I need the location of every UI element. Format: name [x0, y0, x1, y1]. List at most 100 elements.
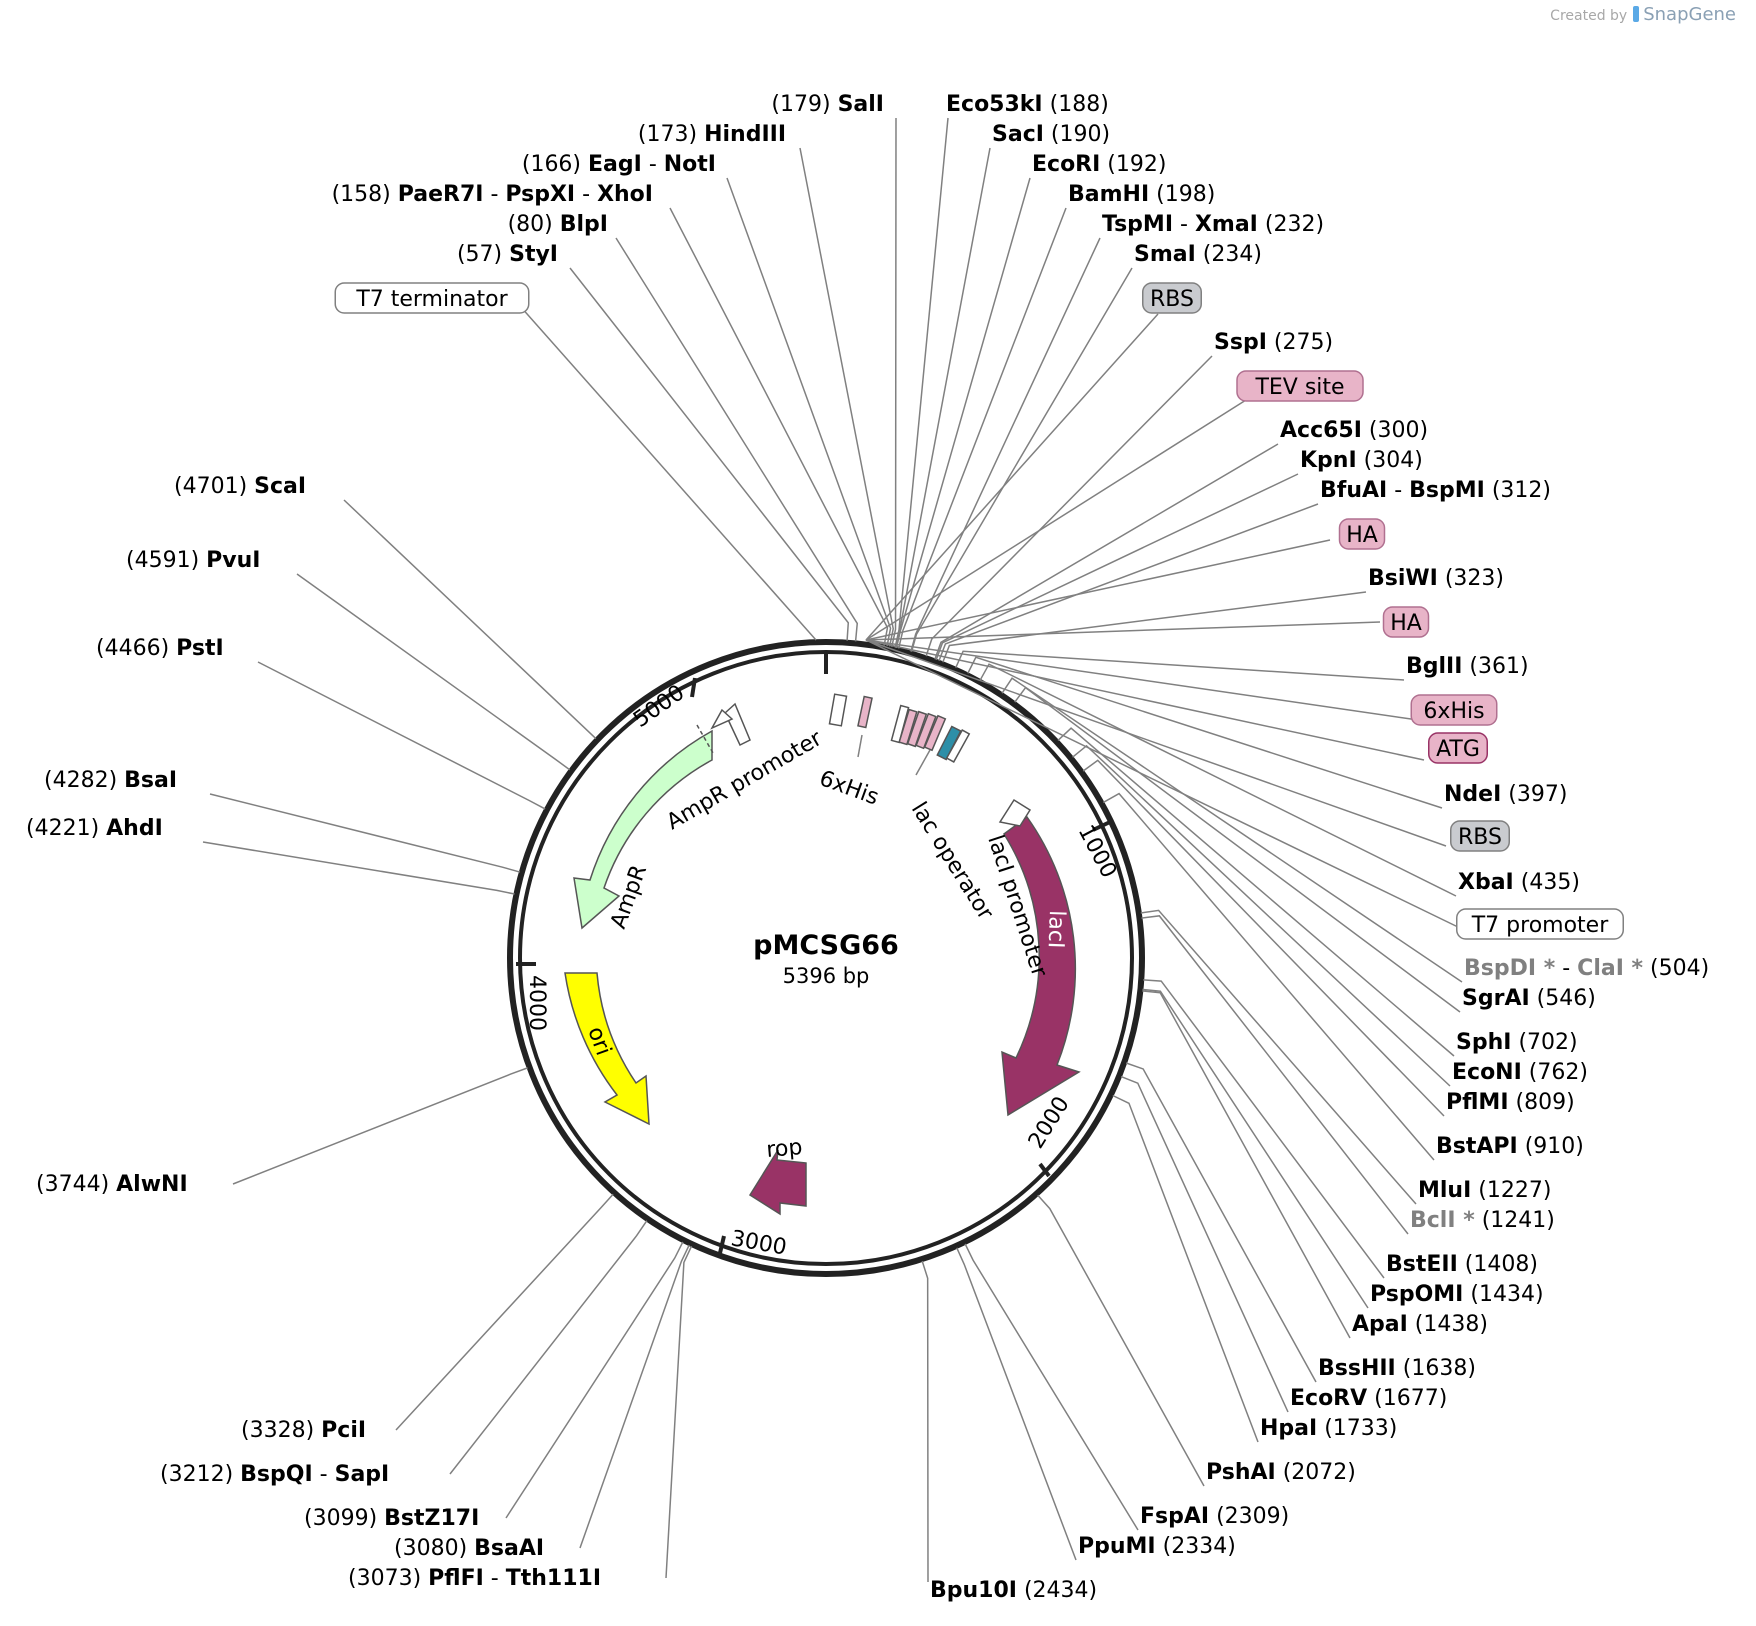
snapgene-credit: Created by SnapGene	[1550, 4, 1736, 25]
leader-line	[1142, 990, 1351, 1339]
site-label[interactable]: (3744) AlwNI	[36, 1172, 188, 1197]
site-label[interactable]: BspDI * - ClaI * (504)	[1464, 956, 1709, 981]
feature-label[interactable]: 6xHis	[1410, 694, 1498, 726]
feature-laci-arrow[interactable]	[1001, 815, 1081, 1117]
feature-label[interactable]: ATG	[1428, 732, 1488, 764]
leader-line	[967, 656, 1443, 809]
site-label[interactable]: FspAI (2309)	[1140, 1504, 1289, 1529]
site-label[interactable]: BfuAI - BspMI (312)	[1320, 478, 1551, 503]
site-label[interactable]: BsiWI (323)	[1368, 566, 1504, 591]
feature-label[interactable]: T7 promoter	[1456, 908, 1624, 940]
site-label[interactable]: TspMI - XmaI (232)	[1102, 212, 1324, 237]
site-label[interactable]: (3099) BstZ17I	[304, 1506, 479, 1531]
site-label[interactable]: (179) SalI	[771, 92, 884, 117]
feature-label[interactable]: RBS	[1142, 282, 1202, 314]
feature-label[interactable]: HA	[1382, 606, 1430, 638]
leader-line	[1057, 727, 1455, 1057]
leader-line	[1140, 909, 1417, 1205]
feature-label[interactable]: TEV site	[1236, 370, 1364, 402]
leader-line	[891, 117, 897, 648]
site-label[interactable]: (4221) AhdI	[26, 816, 163, 841]
site-label[interactable]: Eco53kI (188)	[946, 92, 1109, 117]
site-label[interactable]: EcoNI (762)	[1452, 1060, 1588, 1085]
site-label[interactable]: (3328) PciI	[241, 1418, 366, 1443]
feature-label-text: T7 terminator	[355, 287, 508, 312]
site-label[interactable]: NdeI (397)	[1444, 782, 1567, 807]
leader-line	[579, 1244, 690, 1549]
tick-label-4000: 4000	[524, 975, 549, 1031]
site-label[interactable]: EcoRI (192)	[1032, 152, 1166, 177]
feature-laci-promoter-arrow[interactable]	[998, 798, 1032, 827]
site-label[interactable]: SspI (275)	[1214, 330, 1333, 355]
feature-ha1-box[interactable]	[906, 710, 928, 748]
site-label[interactable]: PpuMI (2334)	[1078, 1534, 1236, 1559]
feature-ampr-arrow[interactable]	[573, 729, 713, 930]
leader-line	[1102, 792, 1435, 1161]
site-label[interactable]: Bpu10I (2434)	[930, 1578, 1097, 1603]
leader-line	[232, 1067, 528, 1185]
leader-line	[897, 207, 1067, 649]
site-label[interactable]: (3080) BsaAI	[394, 1536, 544, 1561]
site-label[interactable]: (4701) ScaI	[174, 474, 306, 499]
tick-2000	[1038, 1162, 1051, 1178]
feature-label[interactable]: RBS	[1450, 820, 1510, 852]
feature-label[interactable]: T7 terminator	[334, 282, 530, 314]
feature-6xhis-box[interactable]	[857, 695, 873, 729]
site-label[interactable]: BamHI (198)	[1068, 182, 1215, 207]
site-label[interactable]: HpaI (1733)	[1260, 1416, 1397, 1441]
site-label[interactable]: BssHII (1638)	[1318, 1356, 1476, 1381]
site-label[interactable]: (3073) PflFI - Tth111I	[348, 1566, 601, 1591]
feature-ha2-box[interactable]	[915, 712, 937, 750]
feature-tev-box[interactable]	[898, 708, 918, 746]
site-label[interactable]: PflMI (809)	[1446, 1090, 1575, 1115]
feature-t7-promoter-box[interactable]	[945, 729, 971, 763]
site-label[interactable]: BstEII (1408)	[1386, 1252, 1538, 1277]
site-label[interactable]: BstAPI (910)	[1436, 1134, 1584, 1159]
feature-6xhis2-box[interactable]	[923, 714, 947, 752]
site-label[interactable]: SacI (190)	[992, 122, 1110, 147]
site-label[interactable]: SgrAI (546)	[1462, 986, 1596, 1011]
feature-ampr-promoter-arrow[interactable]	[724, 702, 751, 747]
leader-line	[895, 177, 1031, 649]
site-label[interactable]: (3212) BspQI - SapI	[160, 1462, 389, 1487]
leader-line	[799, 147, 894, 647]
leader-line	[956, 1247, 1077, 1561]
site-label[interactable]: BclI * (1241)	[1410, 1208, 1555, 1233]
leader-line	[964, 1243, 1139, 1531]
restriction-site-labels: (179) SalI (173) HindIII (166) EagI - NotI…	[26, 92, 1709, 1603]
feature-rop-arrow[interactable]	[748, 1149, 807, 1216]
tick-3000	[718, 1235, 726, 1254]
site-label[interactable]: EcoRV (1677)	[1290, 1386, 1447, 1411]
site-label[interactable]: (166) EagI - NotI	[522, 152, 716, 177]
site-label[interactable]: (80) BlpI	[508, 212, 608, 237]
site-label[interactable]: (4282) BsaI	[44, 768, 177, 793]
site-label[interactable]: Acc65I (300)	[1280, 418, 1428, 443]
site-label[interactable]: SphI (702)	[1456, 1030, 1578, 1055]
credit-brand: SnapGene	[1643, 4, 1736, 25]
site-label[interactable]: ApaI (1438)	[1352, 1312, 1488, 1337]
feature-label-pill	[1450, 820, 1510, 852]
feature-t7-terminator-box[interactable]	[828, 693, 848, 727]
feature-label[interactable]: HA	[1338, 518, 1386, 550]
site-label[interactable]: MluI (1227)	[1418, 1178, 1551, 1203]
site-label[interactable]: PspOMI (1434)	[1370, 1282, 1544, 1307]
site-label[interactable]: BglII (361)	[1406, 654, 1529, 679]
site-label[interactable]: PshAI (2072)	[1206, 1460, 1356, 1485]
feature-ori-arrow[interactable]	[564, 972, 650, 1126]
site-label[interactable]: (158) PaeR7I - PspXI - XhoI	[332, 182, 653, 207]
leader-line	[921, 1260, 929, 1583]
feature-label-text: T7 promoter	[1471, 913, 1609, 938]
site-label[interactable]: (4591) PvuI	[126, 548, 260, 573]
leader-line	[925, 355, 1213, 657]
site-label[interactable]: (57) StyI	[457, 242, 558, 267]
leader-line	[979, 663, 1457, 897]
site-label[interactable]: SmaI (234)	[1134, 242, 1262, 267]
site-label[interactable]: (4466) PstI	[96, 636, 224, 661]
feature-label-pill	[1410, 694, 1498, 726]
leader-line	[934, 443, 1279, 660]
label-rop: rop	[765, 1135, 803, 1163]
site-label[interactable]: (173) HindIII	[638, 122, 786, 147]
site-label[interactable]: KpnI (304)	[1300, 448, 1423, 473]
site-label[interactable]: XbaI (435)	[1458, 870, 1580, 895]
